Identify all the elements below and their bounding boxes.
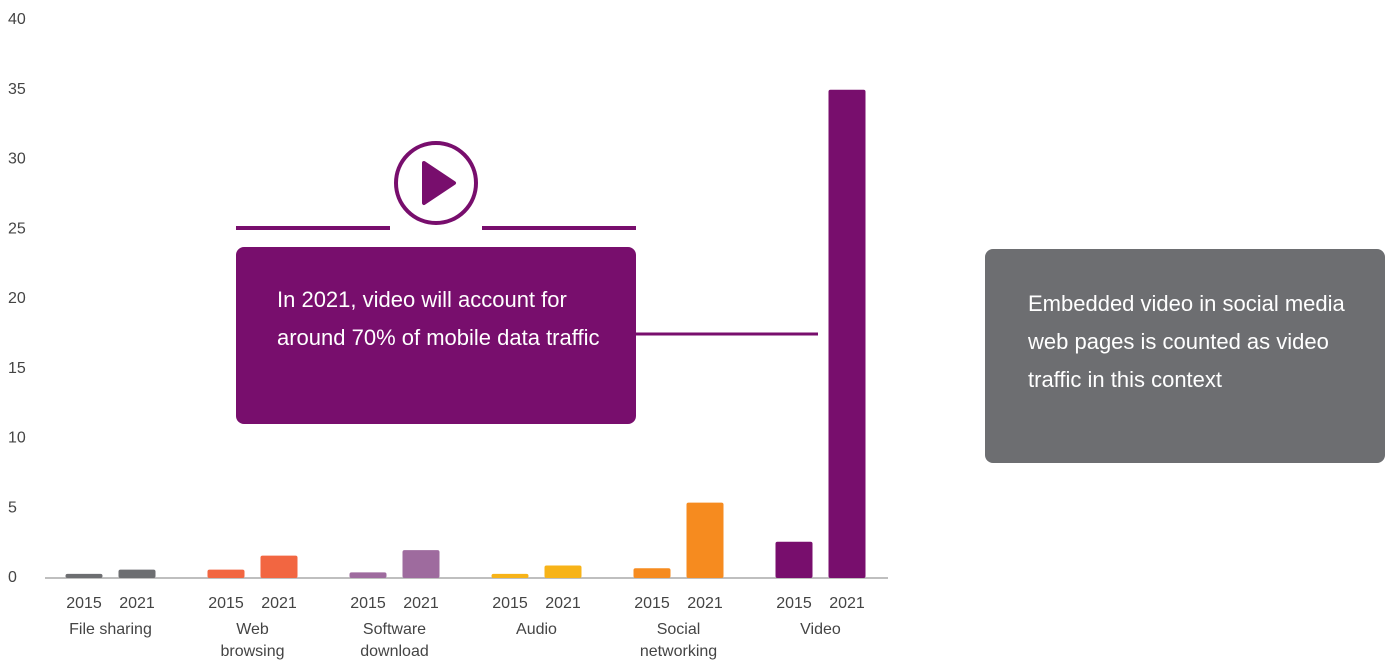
play-circle <box>394 141 478 225</box>
year-label: 2021 <box>829 595 865 612</box>
bar <box>260 555 298 578</box>
annotation-box: Embedded video in social media web pages… <box>985 249 1385 463</box>
annotation-text: Embedded video in social media web pages… <box>1028 291 1345 392</box>
bar <box>349 572 387 578</box>
year-label: 2015 <box>208 595 244 612</box>
x-tick-label: Web <box>236 621 269 638</box>
year-label: 2021 <box>119 595 155 612</box>
y-tick-label: 20 <box>8 290 26 307</box>
bar <box>491 573 529 578</box>
y-tick-label: 5 <box>8 499 17 516</box>
x-tick-label: Software <box>363 621 426 638</box>
x-tick-label: Social <box>657 621 701 638</box>
play-icon <box>236 141 636 230</box>
y-tick-label: 30 <box>8 151 26 168</box>
bar <box>544 565 582 578</box>
bar <box>118 569 156 578</box>
year-label: 2015 <box>776 595 812 612</box>
bar <box>402 550 440 578</box>
bar <box>633 568 671 578</box>
y-tick-label: 35 <box>8 81 26 98</box>
x-tick-label: networking <box>640 643 717 660</box>
y-tick-label: 25 <box>8 220 26 237</box>
play-triangle <box>422 161 456 205</box>
year-label: 2015 <box>350 595 386 612</box>
bar <box>828 89 866 578</box>
y-tick-label: 15 <box>8 360 26 377</box>
year-label: 2021 <box>545 595 581 612</box>
bar <box>207 569 245 578</box>
bar <box>65 573 103 578</box>
x-tick-label: Audio <box>516 621 557 638</box>
y-tick-label: 40 <box>8 11 26 28</box>
year-label: 2021 <box>403 595 439 612</box>
year-label: 2015 <box>634 595 670 612</box>
x-tick-label: File sharing <box>69 621 152 638</box>
annotation-box: In 2021, video will account for around 7… <box>236 247 636 424</box>
x-tick-label: browsing <box>220 643 284 660</box>
bar <box>775 541 813 578</box>
x-tick-label: Video <box>800 621 841 638</box>
annotation-text: In 2021, video will account for around 7… <box>277 287 600 350</box>
y-tick-label: 0 <box>8 569 17 586</box>
year-label: 2021 <box>261 595 297 612</box>
y-tick-label: 10 <box>8 430 26 447</box>
year-label: 2015 <box>66 595 102 612</box>
x-tick-label: download <box>360 643 429 660</box>
bar <box>686 502 724 578</box>
year-label: 2015 <box>492 595 528 612</box>
year-label: 2021 <box>687 595 723 612</box>
